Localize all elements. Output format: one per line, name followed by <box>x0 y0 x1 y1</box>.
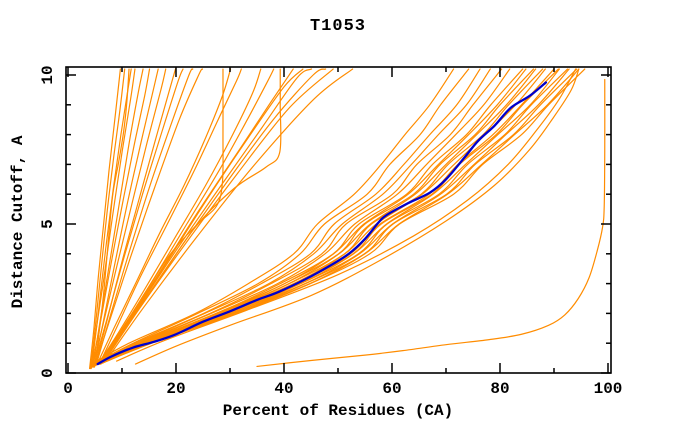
model-curve <box>94 68 130 367</box>
model-curve <box>134 68 580 365</box>
model-curve <box>103 68 334 364</box>
model-curve <box>100 68 294 364</box>
x-tick-label: 80 <box>490 380 509 398</box>
model-curve <box>92 68 184 368</box>
model-curve <box>116 68 577 362</box>
model-curve <box>96 68 232 365</box>
model-curve <box>98 68 569 365</box>
model-curve <box>92 68 481 365</box>
model-curve <box>105 68 354 362</box>
x-tick-label: 60 <box>382 380 401 398</box>
x-tick-label: 0 <box>63 380 73 398</box>
model-curve <box>95 68 527 365</box>
model-curve <box>99 68 304 365</box>
model-curve <box>99 68 586 365</box>
model-curve <box>98 68 242 365</box>
model-curve <box>89 68 121 370</box>
tick-labels-layer: 0 20 40 60 80 100 0 5 10 <box>39 65 622 398</box>
model-curve <box>93 68 204 368</box>
model-curve <box>96 68 535 365</box>
model-curve <box>96 68 546 365</box>
model-curve <box>91 68 167 368</box>
model-curve <box>96 68 537 365</box>
model-curve <box>99 68 275 365</box>
model-curve <box>89 68 136 370</box>
model-curve <box>256 78 606 368</box>
model-curve <box>92 68 470 365</box>
model-curve <box>93 68 491 365</box>
y-axis-label: Distance Cutoff, A <box>9 135 27 308</box>
ticks-layer <box>66 67 611 374</box>
model-curve <box>94 68 503 365</box>
x-tick-label: 100 <box>594 380 623 398</box>
model-curve <box>90 68 126 370</box>
x-axis-label: Percent of Residues (CA) <box>223 402 453 420</box>
model-curve <box>91 68 455 365</box>
reference-curve <box>96 81 548 366</box>
model-curve <box>95 68 194 367</box>
model-curve <box>97 68 262 365</box>
y-tick-label: 5 <box>39 219 57 229</box>
curves-layer <box>89 68 606 370</box>
y-tick-label: 0 <box>39 368 57 378</box>
x-tick-label: 40 <box>274 380 293 398</box>
chart-title: T1053 <box>310 17 366 36</box>
y-tick-label: 10 <box>39 65 57 84</box>
model-curve <box>94 68 511 365</box>
x-tick-label: 20 <box>166 380 185 398</box>
